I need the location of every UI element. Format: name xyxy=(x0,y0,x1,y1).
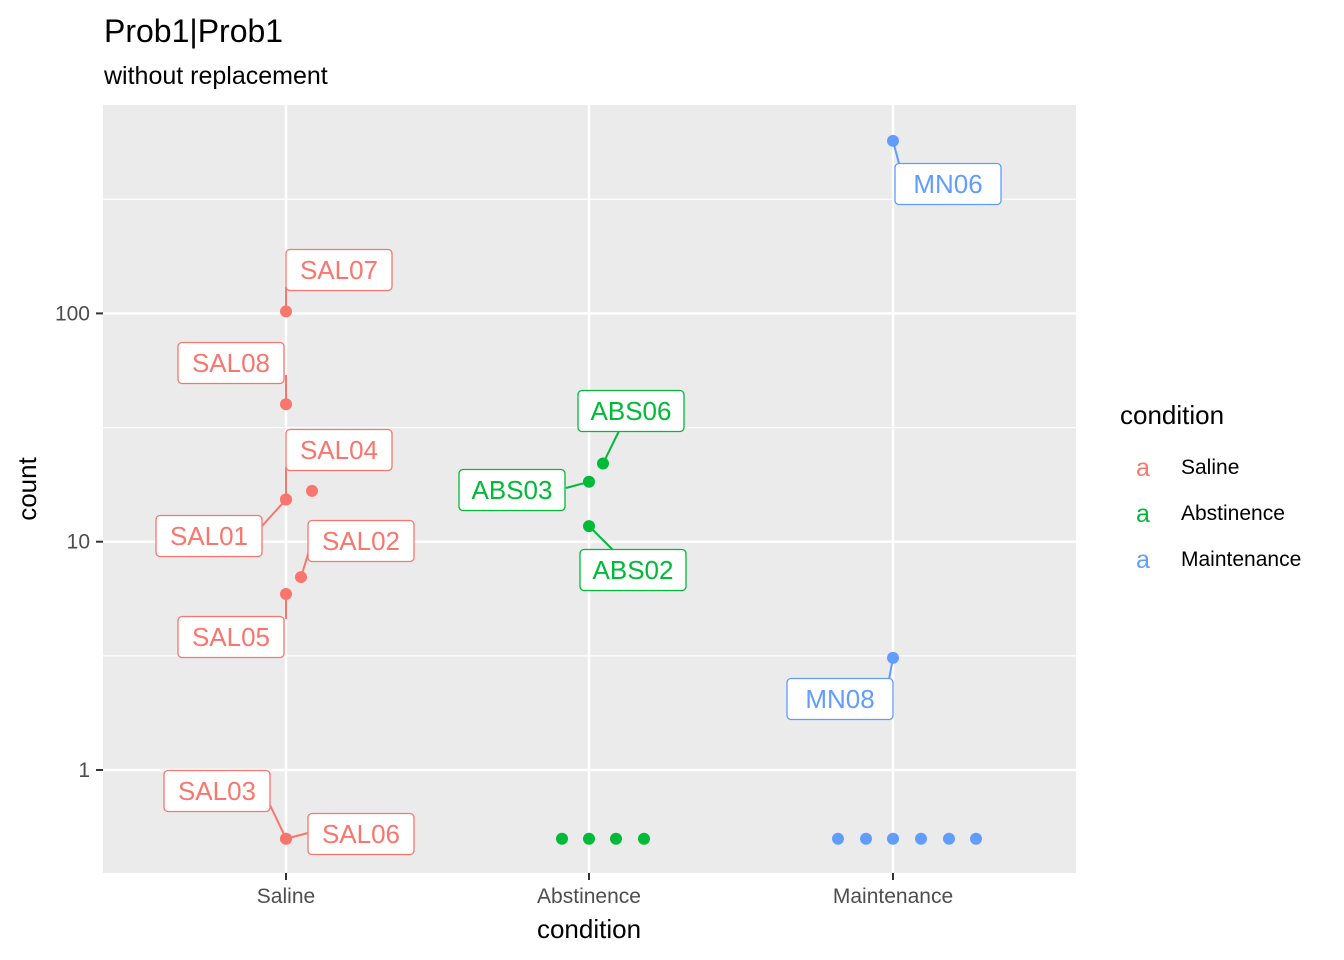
point-label: SAL03 xyxy=(178,776,256,806)
legend-label: Maintenance xyxy=(1181,548,1301,571)
data-point xyxy=(295,571,307,584)
point-label: MN06 xyxy=(913,169,982,199)
point-label-box xyxy=(894,162,1002,206)
point-label: ABS06 xyxy=(591,396,672,426)
point-label-box xyxy=(307,812,415,856)
legend-title: condition xyxy=(1120,400,1224,430)
point-label-box xyxy=(458,468,566,512)
y-tick-label: 1 xyxy=(78,759,90,782)
point-label-box xyxy=(579,548,687,592)
data-point xyxy=(887,832,899,845)
point-label: MN08 xyxy=(805,684,874,714)
data-point xyxy=(280,398,292,411)
data-point xyxy=(610,832,622,845)
x-axis-title: condition xyxy=(537,914,641,944)
legend-label: Saline xyxy=(1181,456,1239,479)
point-label: ABS03 xyxy=(472,475,553,505)
data-point xyxy=(280,305,292,318)
point-labels: SAL07 SAL08 SAL04 SAL01 SAL02 SAL05 SAL03 SAL06… xyxy=(155,162,1002,856)
point-label: SAL01 xyxy=(170,521,248,551)
point-label-box xyxy=(177,615,285,659)
data-point xyxy=(887,134,899,147)
point-label: SAL02 xyxy=(322,526,400,556)
legend-key: a xyxy=(1136,500,1150,528)
label-leader-line xyxy=(602,430,620,464)
data-point xyxy=(306,484,318,497)
point-label: SAL04 xyxy=(300,435,378,465)
data-point xyxy=(583,832,595,845)
y-axis: 1 10 100 xyxy=(55,302,103,782)
data-point xyxy=(638,832,650,845)
legend: condition a Saline a Abstinence a Maintenance xyxy=(1120,400,1301,574)
data-points xyxy=(280,134,982,845)
x-tick-label: Saline xyxy=(257,885,315,908)
data-point xyxy=(280,832,292,845)
data-point xyxy=(887,651,899,664)
point-label-box xyxy=(307,519,415,563)
data-point xyxy=(597,457,609,470)
data-point xyxy=(556,832,568,845)
chart-subtitle: without replacement xyxy=(103,62,328,90)
point-label-box xyxy=(155,514,263,558)
label-leader-line xyxy=(269,804,287,840)
data-point xyxy=(583,520,595,533)
point-label-box xyxy=(577,389,685,433)
point-label: SAL07 xyxy=(300,255,378,285)
legend-label: Abstinence xyxy=(1181,502,1285,525)
point-label: SAL05 xyxy=(192,622,270,652)
chart-title: Prob1|Prob1 xyxy=(104,13,283,49)
legend-key: a xyxy=(1136,546,1150,574)
point-label-box xyxy=(177,341,285,385)
data-point xyxy=(832,832,844,845)
point-label-box xyxy=(163,769,271,813)
point-label: SAL06 xyxy=(322,819,400,849)
point-label-box xyxy=(285,428,393,472)
data-point xyxy=(280,588,292,601)
y-axis-title: count xyxy=(12,456,42,520)
y-tick-label: 100 xyxy=(55,302,90,325)
data-point xyxy=(943,832,955,845)
data-point xyxy=(280,493,292,506)
legend-key: a xyxy=(1136,454,1150,482)
point-label-box xyxy=(285,248,393,292)
x-axis: Saline Abstinence Maintenance xyxy=(257,873,953,908)
data-point xyxy=(970,832,982,845)
y-tick-label: 10 xyxy=(67,531,90,554)
point-label: ABS02 xyxy=(593,555,674,585)
x-tick-label: Maintenance xyxy=(833,885,953,908)
data-point xyxy=(915,832,927,845)
point-label-box xyxy=(786,677,894,721)
data-point xyxy=(860,832,872,845)
point-label: SAL08 xyxy=(192,348,270,378)
data-point xyxy=(583,475,595,488)
x-tick-label: Abstinence xyxy=(537,885,641,908)
